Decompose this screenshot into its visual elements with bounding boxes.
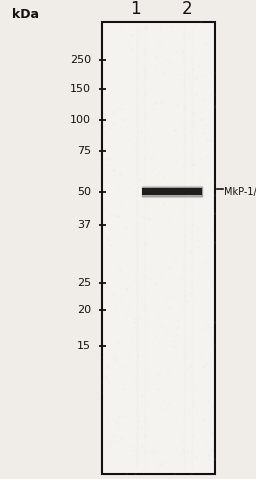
Text: 75: 75 — [77, 146, 91, 156]
Text: 100: 100 — [70, 115, 91, 125]
Text: 37: 37 — [77, 220, 91, 230]
FancyBboxPatch shape — [102, 22, 215, 474]
Text: kDa: kDa — [12, 8, 39, 21]
Text: 15: 15 — [77, 341, 91, 351]
FancyBboxPatch shape — [142, 188, 202, 195]
Text: 250: 250 — [70, 55, 91, 65]
Text: 150: 150 — [70, 84, 91, 93]
Text: 2: 2 — [182, 0, 192, 18]
Text: 20: 20 — [77, 305, 91, 315]
Text: 50: 50 — [77, 187, 91, 196]
Text: 1: 1 — [130, 0, 141, 18]
Text: MkP-1/2: MkP-1/2 — [224, 187, 256, 196]
Text: 25: 25 — [77, 278, 91, 287]
